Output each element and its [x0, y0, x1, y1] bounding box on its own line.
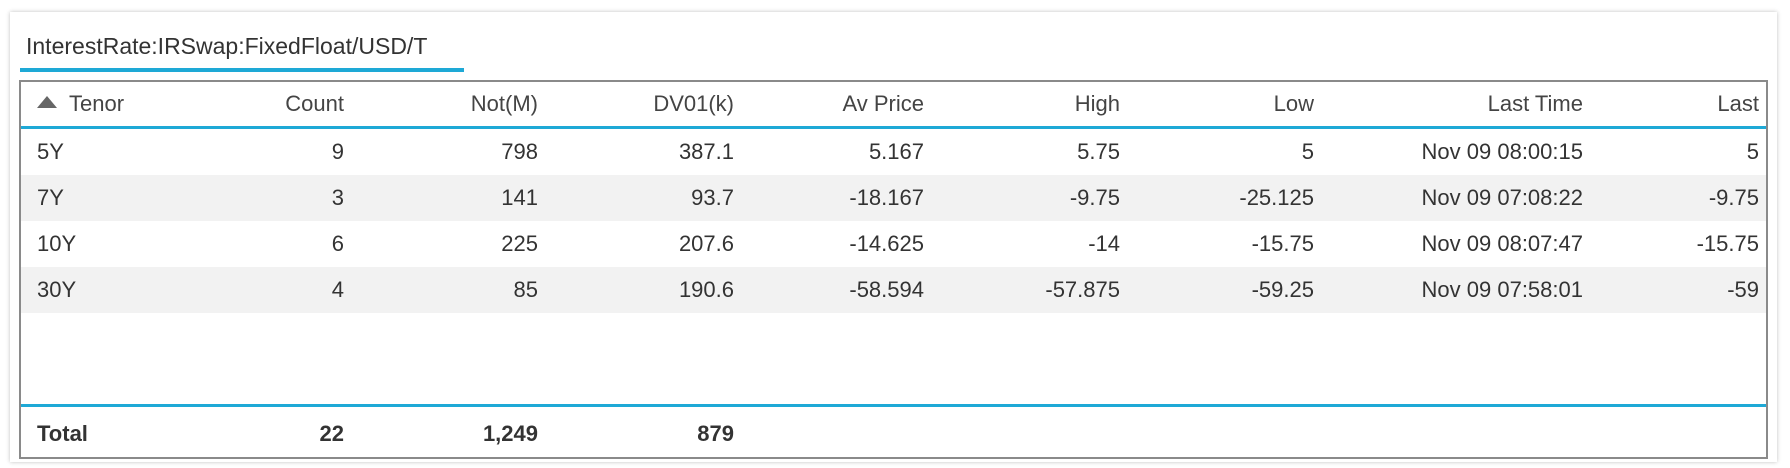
cell-av-price: 5.167 [868, 139, 924, 164]
header-row: Tenor Count Not(M) DV01(k) Av Price High… [21, 82, 1766, 129]
column-header-low[interactable]: Low [1273, 91, 1314, 116]
total-dv01: 879 [697, 420, 734, 446]
column-header-count[interactable]: Count [285, 91, 344, 116]
total-notional: 1,249 [482, 420, 538, 446]
cell-notional: 798 [501, 139, 538, 164]
table-row[interactable]: 30Y 4 85 190.6 -58.594 -57.875 -59.25 No… [21, 267, 1766, 313]
cell-av-price: -58.594 [849, 277, 924, 302]
column-header-high[interactable]: High [1074, 91, 1120, 116]
cell-dv01: 190.6 [678, 277, 734, 302]
cell-dv01: 387.1 [678, 139, 734, 164]
cell-notional: 141 [501, 185, 538, 210]
total-label: Total [37, 420, 88, 446]
active-tab-indicator [20, 68, 464, 72]
cell-count: 3 [331, 185, 344, 210]
cell-dv01: 93.7 [691, 185, 734, 210]
cell-high: 5.75 [1077, 139, 1120, 164]
cell-tenor: 30Y [37, 277, 77, 302]
column-header-last-time[interactable]: Last Time [1487, 91, 1583, 116]
column-header-av-price[interactable]: Av Price [842, 91, 924, 116]
cell-av-price: -18.167 [849, 185, 924, 210]
cell-high: -9.75 [1069, 185, 1120, 210]
cell-tenor: 5Y [37, 139, 64, 164]
cell-high: -57.875 [1045, 277, 1120, 302]
cell-last: -15.75 [1696, 231, 1759, 256]
cell-count: 6 [331, 231, 344, 256]
cell-notional: 85 [513, 277, 538, 302]
cell-last-time: Nov 09 07:58:01 [1421, 277, 1583, 302]
table-row[interactable]: 5Y 9 798 387.1 5.167 5.75 5 Nov 09 08:00… [21, 129, 1766, 175]
cell-low: -15.75 [1251, 231, 1314, 256]
cell-low: -25.125 [1239, 185, 1314, 210]
sort-ascending-icon [37, 96, 57, 108]
cell-low: 5 [1301, 139, 1314, 164]
cell-last: -9.75 [1708, 185, 1759, 210]
cell-last: 5 [1746, 139, 1759, 164]
cell-last-time: Nov 09 08:07:47 [1421, 231, 1583, 256]
column-header-tenor[interactable]: Tenor [37, 82, 197, 126]
cell-tenor: 10Y [37, 231, 77, 256]
table-row[interactable]: 10Y 6 225 207.6 -14.625 -14 -15.75 Nov 0… [21, 221, 1766, 267]
total-count: 22 [319, 420, 344, 446]
tab-label: InterestRate:IRSwap:FixedFloat/USD/T [26, 33, 428, 59]
cell-notional: 225 [501, 231, 538, 256]
column-header-last[interactable]: Last [1717, 91, 1759, 116]
cell-dv01: 207.6 [678, 231, 734, 256]
cell-last-time: Nov 09 08:00:15 [1421, 139, 1583, 164]
cell-tenor: 7Y [37, 185, 64, 210]
cell-last-time: Nov 09 07:08:22 [1421, 185, 1583, 210]
cell-count: 9 [331, 139, 344, 164]
cell-count: 4 [331, 277, 344, 302]
cell-last: -59 [1727, 277, 1759, 302]
tab-instrument[interactable]: InterestRate:IRSwap:FixedFloat/USD/T [20, 26, 433, 81]
cell-high: -14 [1088, 231, 1120, 256]
total-row: Total 22 1,249 879 [21, 404, 1766, 460]
column-header-dv01[interactable]: DV01(k) [653, 91, 734, 116]
summary-grid: Tenor Count Not(M) DV01(k) Av Price High… [19, 80, 1768, 459]
cell-av-price: -14.625 [849, 231, 924, 256]
blotter-panel: InterestRate:IRSwap:FixedFloat/USD/T Ten… [10, 12, 1777, 462]
column-header-notional[interactable]: Not(M) [470, 91, 538, 116]
cell-low: -59.25 [1251, 277, 1314, 302]
table-row[interactable]: 7Y 3 141 93.7 -18.167 -9.75 -25.125 Nov … [21, 175, 1766, 221]
